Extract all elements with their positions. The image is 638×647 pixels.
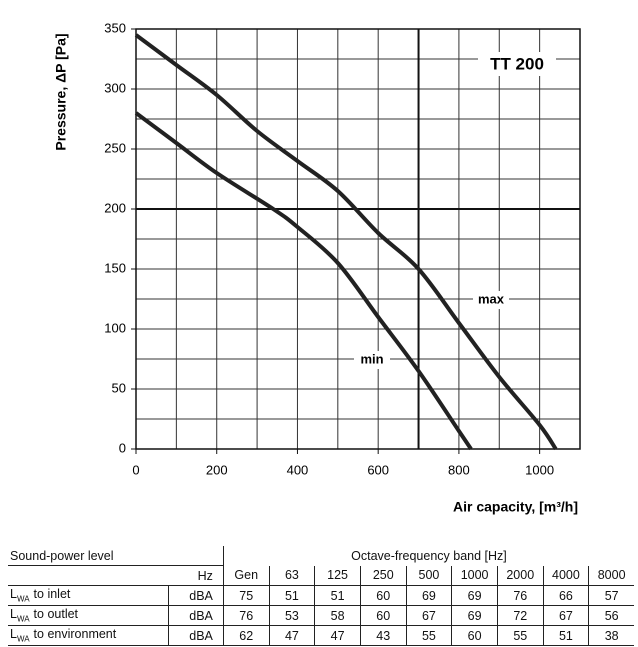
column-header: 250 (359, 565, 407, 586)
row-label-text: to outlet (33, 607, 79, 622)
y-tick-label: 0 (119, 440, 126, 455)
curve (134, 33, 558, 451)
cell-value: 58 (314, 605, 361, 626)
x-tick-label: 1000 (525, 462, 554, 477)
unit-header: Hz (168, 565, 224, 586)
row-label: LWA to environment (8, 625, 169, 646)
x-axis-label: Air capacity, [m³/h] (453, 499, 578, 515)
x-tick-label: 800 (448, 462, 470, 477)
row-label-text: to inlet (33, 587, 71, 602)
y-tick-label: 250 (104, 140, 126, 155)
cell-value: 76 (496, 585, 544, 606)
curve-label: max (478, 291, 505, 306)
cell-value: 62 (222, 625, 270, 646)
column-header: 125 (314, 565, 361, 586)
row-label-subscript: WA (16, 594, 30, 604)
column-header: 2000 (496, 565, 544, 586)
table-title: Sound-power level (8, 546, 224, 566)
column-header: 63 (268, 565, 315, 586)
cell-value: 53 (268, 605, 315, 626)
row-unit: dBA (167, 625, 224, 646)
header-row: Sound-power level Octave-frequency band [… (8, 546, 634, 566)
curve-label-bg (473, 291, 509, 309)
cell-value: 55 (496, 625, 544, 646)
column-header: 8000 (588, 565, 634, 586)
column-header: Gen (222, 565, 270, 586)
cell-value: 57 (588, 585, 634, 606)
column-header: 1000 (451, 565, 498, 586)
row-label-subscript: WA (16, 614, 30, 624)
x-tick-label: 600 (367, 462, 389, 477)
column-header: 500 (405, 565, 452, 586)
cell-value: 51 (268, 585, 315, 606)
cell-value: 66 (542, 585, 589, 606)
cell-value: 60 (451, 625, 498, 646)
row-label-text: to environment (33, 627, 117, 642)
cell-value: 47 (268, 625, 315, 646)
cell-value: 51 (542, 625, 589, 646)
sound-table: Sound-power level Octave-frequency band [… (8, 546, 634, 646)
cell-value: 75 (222, 585, 270, 606)
x-tick-label: 400 (287, 462, 309, 477)
y-tick-label: 100 (104, 320, 126, 335)
row-label-subscript: WA (16, 634, 30, 644)
row-label: LWA to outlet (8, 605, 169, 626)
cell-value: 67 (405, 605, 452, 626)
cell-value: 69 (405, 585, 452, 606)
cell-value: 47 (314, 625, 361, 646)
y-axis-label: Pressure, ΔP [Pa] (53, 33, 69, 150)
data-row: LWA to environment dBA 62 47 47 43 55 60 55 51 38 (8, 625, 634, 646)
cell-value: 67 (542, 605, 589, 626)
plot-frame (135, 28, 581, 450)
band-title: Octave-frequency band [Hz] (222, 546, 634, 566)
x-tick-label: 200 (206, 462, 228, 477)
cell-value: 56 (588, 605, 634, 626)
data-row: LWA to inlet dBA 75 51 51 60 69 69 76 66 57 (8, 585, 634, 606)
empty-cell (8, 565, 169, 586)
cell-value: 69 (451, 585, 498, 606)
y-tick-label: 150 (104, 260, 126, 275)
curve-label: min (360, 351, 383, 366)
model-label: TT 200 (490, 54, 544, 73)
row-label-symbol: L (10, 587, 17, 602)
y-tick-label: 200 (104, 200, 126, 215)
x-tick-label: 0 (132, 462, 139, 477)
row-label: LWA to inlet (8, 585, 169, 606)
curve-label-bg (354, 351, 390, 369)
row-unit: dBA (167, 585, 224, 606)
curve (134, 111, 473, 451)
row-label-symbol: L (10, 627, 17, 642)
cell-value: 60 (359, 585, 407, 606)
cell-value: 76 (222, 605, 270, 626)
column-header: 4000 (542, 565, 589, 586)
y-tick-label: 50 (112, 380, 126, 395)
chart: Pressure, ΔP [Pa] Air capacity, [m³/h] 0… (53, 20, 581, 515)
data-row: LWA to outlet dBA 76 53 58 60 67 69 72 67 56 (8, 605, 634, 626)
cell-value: 60 (359, 605, 407, 626)
cell-value: 55 (405, 625, 452, 646)
row-label-symbol: L (10, 607, 17, 622)
cell-value: 69 (451, 605, 498, 626)
cell-value: 38 (588, 625, 634, 646)
model-label-bg (478, 52, 556, 76)
cell-value: 43 (359, 625, 407, 646)
y-tick-label: 300 (104, 80, 126, 95)
column-row: Hz Gen 63 125 250 500 1000 2000 4000 8000 (8, 565, 634, 586)
cell-value: 72 (496, 605, 544, 626)
cell-value: 51 (314, 585, 361, 606)
row-unit: dBA (167, 605, 224, 626)
y-tick-label: 350 (104, 20, 126, 35)
